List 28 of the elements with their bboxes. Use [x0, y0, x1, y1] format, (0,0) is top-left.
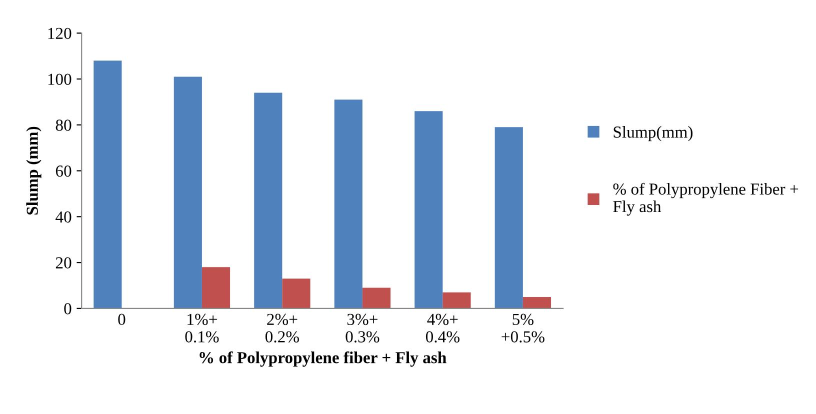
y-tick-label: 100 — [48, 74, 72, 85]
bar — [442, 292, 471, 308]
bar — [254, 92, 282, 308]
x-tick-label: 3%+ 0.3% — [346, 314, 380, 343]
x-tick-label: 5% +0.5% — [502, 314, 544, 343]
bar — [202, 267, 230, 308]
x-tick-label: 2%+ 0.2% — [265, 314, 299, 343]
y-tick-label: 40 — [56, 211, 72, 223]
y-axis-title: Slump (mm) — [26, 126, 42, 215]
bar — [334, 100, 362, 308]
bar — [94, 60, 122, 308]
x-axis-title: % of Polypropylene fiber + Fly ash — [200, 351, 446, 367]
y-tick-label: 20 — [56, 257, 72, 268]
bar — [522, 296, 552, 308]
bar — [494, 127, 523, 308]
y-tick-label: 60 — [56, 165, 72, 177]
bar — [362, 288, 391, 308]
x-tick-label: 0 — [118, 314, 126, 326]
legend-label: Slump(mm) — [614, 126, 692, 142]
y-tick-label: 0 — [64, 303, 72, 314]
y-tick-label: 80 — [56, 120, 72, 131]
x-tick-label: 1%+ 0.1% — [185, 314, 219, 343]
x-tick-label: 4%+ 0.4% — [426, 314, 460, 343]
bar — [282, 278, 310, 308]
legend-label: % of Polypropylene Fiber + Fly ash — [613, 182, 798, 216]
bar — [174, 76, 202, 308]
bar — [414, 111, 443, 308]
y-tick-label: 120 — [48, 28, 72, 40]
